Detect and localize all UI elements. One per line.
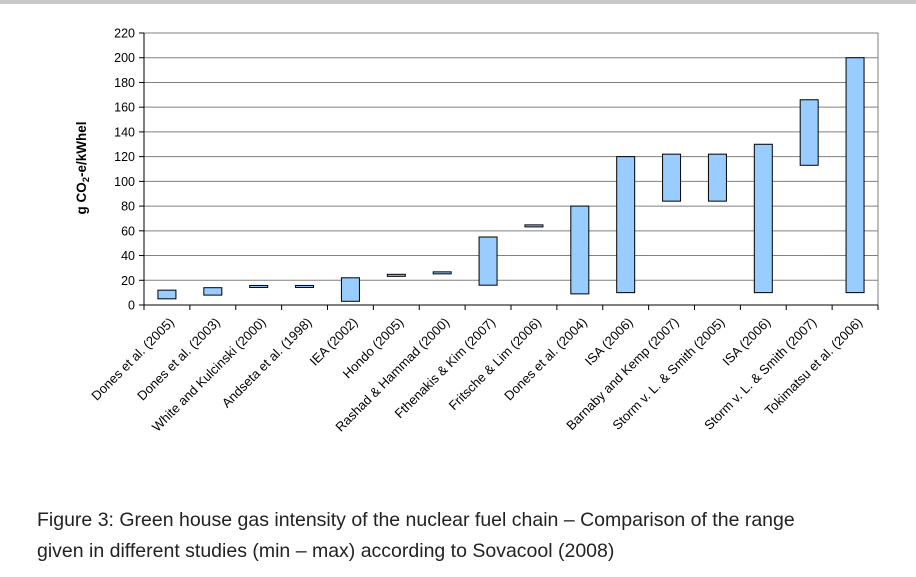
y-tick-label: 60 — [121, 224, 135, 238]
range-bar — [616, 156, 636, 294]
range-bar — [340, 277, 360, 302]
y-tick-label: 80 — [121, 200, 135, 214]
range-bar — [524, 224, 544, 228]
range-bar — [845, 57, 865, 294]
range-bar — [432, 271, 452, 275]
x-tick-label: Dones et al. (2005) — [88, 315, 177, 404]
y-tick-label: 40 — [121, 249, 135, 263]
y-tick-label: 0 — [128, 299, 135, 313]
caption-line-1: Figure 3: Green house gas intensity of t… — [37, 509, 795, 531]
y-axis-label: g CO2-e/kWhel — [74, 121, 92, 214]
chart-axes — [139, 32, 879, 310]
range-bar — [157, 289, 177, 300]
x-tick-labels: Dones et al. (2005)Dones et al. (2003)Wh… — [88, 315, 865, 435]
y-tick-labels: 0 20 40 60 80 100 120 140 160 180 200 220 — [114, 27, 135, 313]
y-tick-label: 20 — [121, 274, 135, 288]
y-tick-label: 120 — [114, 150, 135, 164]
range-bar — [799, 99, 819, 166]
range-bar — [662, 153, 682, 202]
y-tick-label: 160 — [114, 101, 135, 115]
range-bar — [203, 287, 223, 296]
x-tick-label: Dones et al. (2004) — [501, 315, 590, 404]
y-tick-label: 220 — [114, 27, 135, 41]
top-border — [0, 0, 916, 4]
range-bar — [249, 284, 269, 288]
x-tick-label: Dones et al. (2003) — [134, 315, 223, 404]
y-tick-label: 140 — [114, 125, 135, 139]
range-bar — [386, 273, 406, 277]
range-bar — [753, 143, 773, 294]
y-tick-label: 200 — [114, 51, 135, 65]
caption-line-2: given in different studies (min – max) a… — [37, 540, 615, 562]
x-tick-label: Andseta et al. (1998) — [219, 315, 315, 411]
range-bar — [707, 153, 727, 202]
chart-bars — [157, 57, 865, 302]
range-bar — [295, 284, 315, 288]
y-tick-label: 100 — [114, 175, 135, 189]
y-tick-label: 180 — [114, 76, 135, 90]
figure-caption: Figure 3: Green house gas intensity of t… — [37, 505, 897, 567]
ghg-intensity-chart: 0 20 40 60 80 100 120 140 160 180 200 220 Dones et … — [74, 27, 879, 435]
range-bar — [478, 236, 498, 286]
range-bar — [570, 205, 590, 295]
